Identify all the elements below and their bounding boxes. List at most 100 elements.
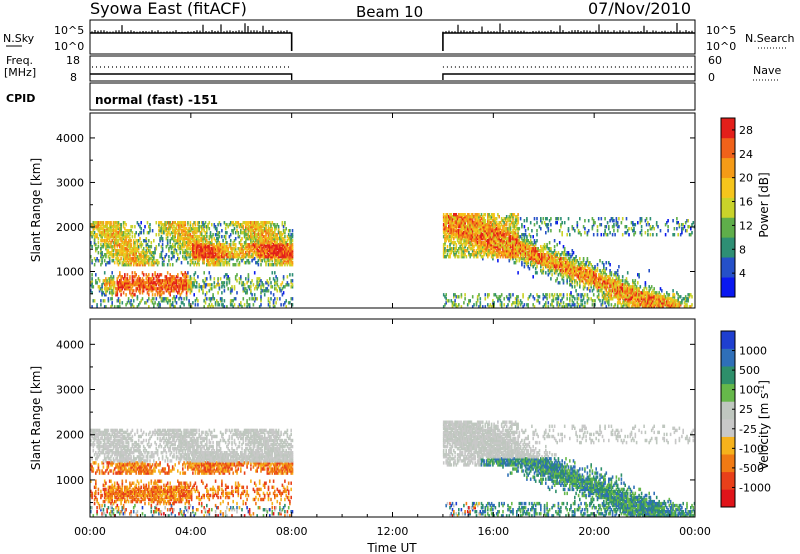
power-cell [449,231,451,235]
power-cell [241,305,243,309]
power-cell [476,233,479,237]
power-cell [478,249,480,253]
power-cell [173,287,175,291]
power-cell [267,227,270,231]
power-cell [529,261,532,265]
power-cell [542,271,545,275]
power-cell [135,263,137,267]
power-cell [450,251,453,255]
power-cell [169,281,171,285]
power-cell [552,259,555,263]
power-cell [222,247,224,251]
power-cell [192,243,194,247]
power-cell [250,281,252,285]
power-cell [492,249,494,253]
power-cell [199,237,202,241]
power-cell [272,237,275,241]
power-cell [550,265,552,269]
power-cell [270,245,272,249]
power-cell [117,305,120,309]
power-cell [529,257,532,261]
power-cell [240,229,242,233]
power-cell [263,255,266,259]
power-cell [126,249,129,253]
power-cell [202,249,204,253]
power-cell [289,249,291,253]
power-cell [236,255,238,259]
power-cell [194,231,197,235]
power-cell [470,233,473,237]
power-cell [190,247,193,251]
power-cell [213,237,216,241]
power-cell [502,245,504,249]
power-cell [219,251,222,255]
power-cell [475,221,478,225]
power-cell [156,293,159,297]
power-cell [475,229,478,233]
power-cell [97,277,100,281]
power-cell [117,263,120,267]
power-cell [267,253,270,257]
power-cell [461,237,464,241]
power-cell [263,253,266,257]
power-cell [222,249,224,253]
power-cell [489,235,492,239]
power-cell [485,245,488,249]
power-cell [145,249,148,253]
power-cell [116,235,119,239]
power-cell [514,251,517,255]
power-cell [257,239,260,243]
power-cell [444,223,446,227]
power-cell [545,295,547,299]
power-cell [533,239,536,243]
power-cell [284,263,286,267]
power-cell [596,229,599,233]
power-cell [576,305,579,309]
power-cell [470,247,473,251]
power-cell [245,227,247,231]
power-cell [577,265,580,269]
power-cell [479,241,482,245]
power-cell [173,245,175,249]
power-cell [125,233,127,237]
power-cell [450,299,453,303]
power-cell [263,241,266,245]
power-cell [552,305,555,309]
power-cell [158,261,160,265]
power-cell [111,291,113,295]
power-cell [247,227,250,231]
power-cell [234,231,237,235]
power-cell [165,275,168,279]
power-cell [449,221,451,225]
power-cell [145,261,148,265]
power-cell [177,279,179,283]
power-cell [262,253,265,257]
power-cell [454,299,456,303]
power-cell [218,253,221,257]
power-cell [206,239,208,243]
power-cell [279,261,281,265]
power-cell [459,239,461,243]
power-cell [480,235,483,239]
power-cell [490,243,493,247]
power-cell [144,253,146,257]
power-cell [514,233,517,237]
power-cell [492,225,494,229]
power-cell [464,235,466,239]
power-cell [180,245,183,249]
power-cell [542,261,545,265]
power-cell [171,255,174,259]
power-cell [516,299,518,303]
power-cell [551,269,553,273]
power-cell [534,247,537,251]
power-cell [142,263,145,267]
power-cell [231,303,233,307]
power-cell [140,245,142,249]
power-cell [504,231,507,235]
power-cell [155,287,158,291]
power-cell [194,245,197,249]
power-cell [265,245,267,249]
power-cell [591,273,594,277]
power-cell [497,235,499,239]
power-cell [571,295,574,299]
